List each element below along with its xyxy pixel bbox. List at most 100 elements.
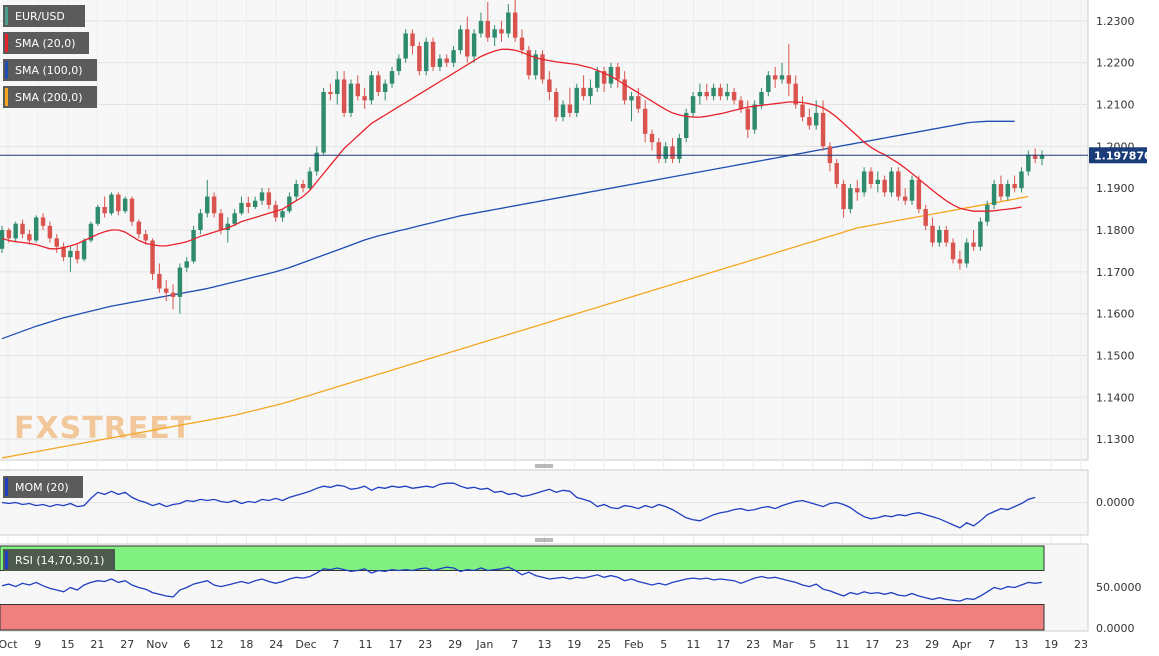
candle (601, 66, 607, 92)
candle-body (20, 223, 25, 235)
candle-body (157, 273, 162, 289)
candle-body (376, 75, 381, 92)
candle (423, 37, 429, 76)
x-tick-label: 19 (1044, 638, 1058, 651)
candle-body (61, 246, 66, 258)
candle-body (923, 209, 928, 226)
candle-body (998, 184, 1004, 197)
candle (191, 225, 196, 264)
candle-body (150, 240, 155, 274)
candle (855, 179, 860, 201)
candle (553, 87, 559, 122)
candle (116, 192, 121, 216)
x-tick-label: Nov (146, 638, 168, 651)
rsi-overbought-zone (0, 545, 1045, 571)
candle-body (314, 152, 319, 172)
candle (512, 0, 518, 42)
x-tick-label: 21 (90, 638, 104, 651)
legend-item-sma200[interactable]: SMA (200,0) (3, 86, 97, 108)
candle (964, 238, 969, 268)
candle-body (636, 96, 641, 109)
x-tick-label: 13 (538, 638, 552, 651)
candle-body (766, 75, 771, 92)
candle-body (280, 211, 285, 218)
candle-body (335, 79, 340, 95)
panel-resize-handle-1[interactable] (535, 464, 553, 468)
candle (492, 25, 497, 46)
legend-item-rsi[interactable]: RSI (14,70,30,1) (3, 549, 115, 571)
candle (122, 196, 128, 214)
candle-body (711, 87, 716, 97)
x-tick-label: 5 (660, 638, 667, 651)
candle (348, 79, 354, 118)
candle-body (382, 83, 388, 92)
candle-body (1005, 184, 1011, 197)
rsi-line (1, 566, 1043, 602)
price-tick-label: 1.2200 (1096, 57, 1135, 70)
candle-body (1019, 171, 1024, 189)
candle-body (608, 66, 614, 84)
candle (314, 146, 319, 176)
candle (341, 71, 347, 118)
candle (403, 29, 408, 63)
legend-item-mom[interactable]: MOM (20) (3, 476, 83, 498)
x-tick-label: Feb (624, 638, 643, 651)
candle (300, 179, 306, 193)
candle-body (793, 83, 798, 105)
legend-item-eurusd[interactable]: EUR/USD (3, 5, 85, 27)
candle-body (800, 104, 805, 118)
candle (978, 217, 983, 251)
candle-body (896, 171, 901, 197)
candle (0, 225, 5, 253)
candle-body (677, 138, 682, 159)
candle-body (451, 50, 456, 63)
candle-body (868, 171, 874, 184)
candle (307, 167, 313, 191)
candle (820, 100, 826, 151)
candle (335, 71, 340, 105)
candle-body (499, 29, 504, 34)
candle (677, 133, 682, 164)
candle-body (170, 292, 176, 297)
candle (430, 37, 436, 72)
candle-body (1039, 155, 1045, 159)
candle-body (547, 79, 552, 92)
candle-body (991, 184, 997, 205)
candle (61, 242, 66, 262)
candle (861, 167, 867, 197)
candle-body (690, 96, 696, 113)
candle-body (649, 133, 655, 143)
legend-item-sma20[interactable]: SMA (20,0) (3, 32, 89, 54)
candle-body (1032, 154, 1038, 159)
candle (848, 184, 853, 214)
legend-item-sma100[interactable]: SMA (100,0) (3, 59, 97, 81)
candle-body (102, 207, 107, 214)
price-tick-label: 1.1500 (1096, 349, 1135, 362)
candle-body (752, 104, 757, 130)
candle-body (1012, 184, 1017, 189)
candle-body (629, 96, 634, 101)
candle-body (786, 75, 792, 84)
candle (533, 50, 538, 80)
candle (588, 79, 593, 105)
panel-resize-handle-2[interactable] (535, 538, 553, 542)
x-tick-label: Dec (295, 638, 316, 651)
candle-body (985, 204, 990, 222)
candle (143, 230, 148, 245)
candle (718, 83, 723, 101)
legend-label-sma200: SMA (200,0) (15, 91, 83, 104)
candle (54, 234, 59, 253)
current-price-tag: 1.197870 (1089, 147, 1152, 164)
candle (615, 62, 621, 88)
legend-label-rsi: RSI (14,70,30,1) (15, 554, 104, 567)
candle-body (218, 213, 224, 230)
candle-body (116, 194, 121, 212)
candle-body (136, 221, 142, 235)
candle (937, 225, 942, 247)
candle (998, 175, 1004, 201)
candle (519, 29, 525, 55)
candle (1039, 150, 1045, 166)
candle (396, 54, 402, 76)
candle (205, 179, 210, 218)
candle-body (820, 112, 826, 147)
